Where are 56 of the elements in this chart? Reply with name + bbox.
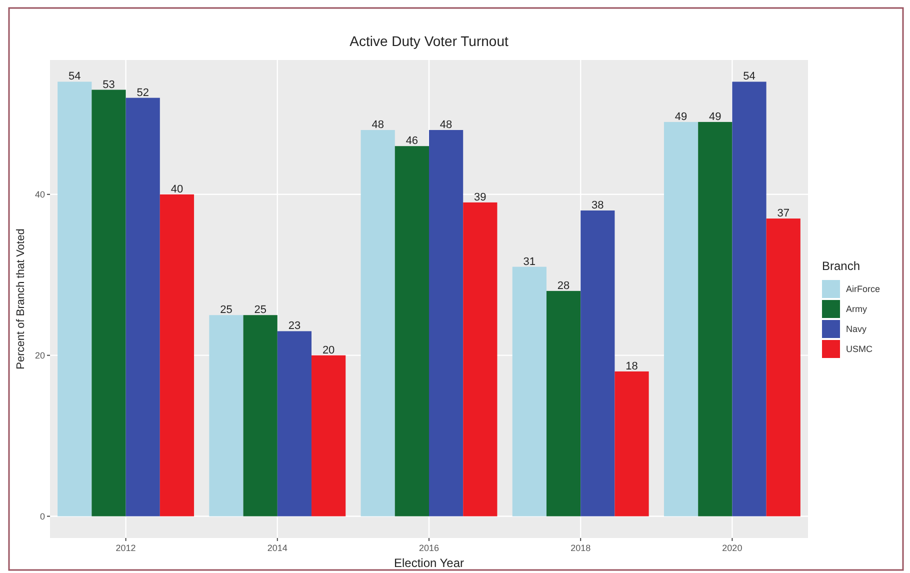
- bar: [277, 331, 312, 516]
- bar: [312, 355, 346, 516]
- data-label: 18: [626, 360, 638, 372]
- bar: [698, 122, 732, 516]
- y-axis-title: Percent of Branch that Voted: [15, 228, 27, 370]
- data-label: 20: [322, 344, 335, 356]
- bar: [580, 210, 615, 516]
- x-tick-label: 2012: [116, 543, 136, 553]
- legend-label: USMC: [846, 344, 873, 354]
- x-tick-label: 2018: [570, 543, 591, 553]
- bar: [664, 122, 698, 516]
- bar: [463, 202, 498, 516]
- data-label: 39: [474, 191, 486, 204]
- data-label: 49: [674, 110, 688, 123]
- data-label: 23: [288, 320, 301, 332]
- bar: [512, 266, 546, 516]
- x-tick-label: 2020: [722, 543, 742, 553]
- data-label: 38: [592, 199, 604, 212]
- data-label: 53: [102, 78, 115, 91]
- bar: [546, 290, 581, 516]
- bar: [243, 315, 278, 516]
- bar: [614, 371, 649, 516]
- data-label: 25: [254, 304, 266, 316]
- data-label: 37: [777, 208, 790, 220]
- bar: [160, 194, 194, 516]
- bar: [92, 90, 126, 516]
- bar: [209, 315, 244, 516]
- x-axis-title: Election Year: [394, 556, 464, 570]
- y-tick-label: 20: [34, 350, 45, 360]
- bar: [429, 130, 464, 516]
- data-label: 40: [170, 183, 184, 196]
- y-tick-label: 0: [40, 511, 45, 522]
- bar: [360, 130, 395, 516]
- x-tick-label: 2014: [267, 543, 288, 553]
- data-label: 48: [372, 119, 384, 132]
- data-label: 54: [68, 70, 81, 83]
- x-tick-label: 2016: [418, 543, 440, 553]
- bar: [126, 98, 160, 516]
- legend-title: Branch: [822, 259, 860, 273]
- legend-label: Navy: [846, 324, 868, 334]
- bar: [394, 146, 429, 516]
- data-label: 52: [136, 86, 149, 99]
- bar: [58, 82, 92, 516]
- bar: [732, 82, 766, 516]
- data-label: 28: [557, 280, 570, 292]
- data-label: 46: [406, 135, 418, 148]
- y-tick-label: 40: [34, 190, 45, 200]
- data-label: 49: [709, 110, 722, 123]
- bar: [766, 218, 800, 516]
- chart-title: Active Duty Voter Turnout: [350, 33, 508, 49]
- data-label: 54: [743, 70, 756, 83]
- legend-label: Army: [846, 304, 868, 314]
- data-label: 25: [220, 304, 232, 316]
- data-label: 48: [440, 119, 452, 132]
- data-label: 31: [523, 256, 536, 268]
- legend-label: AirForce: [846, 284, 880, 294]
